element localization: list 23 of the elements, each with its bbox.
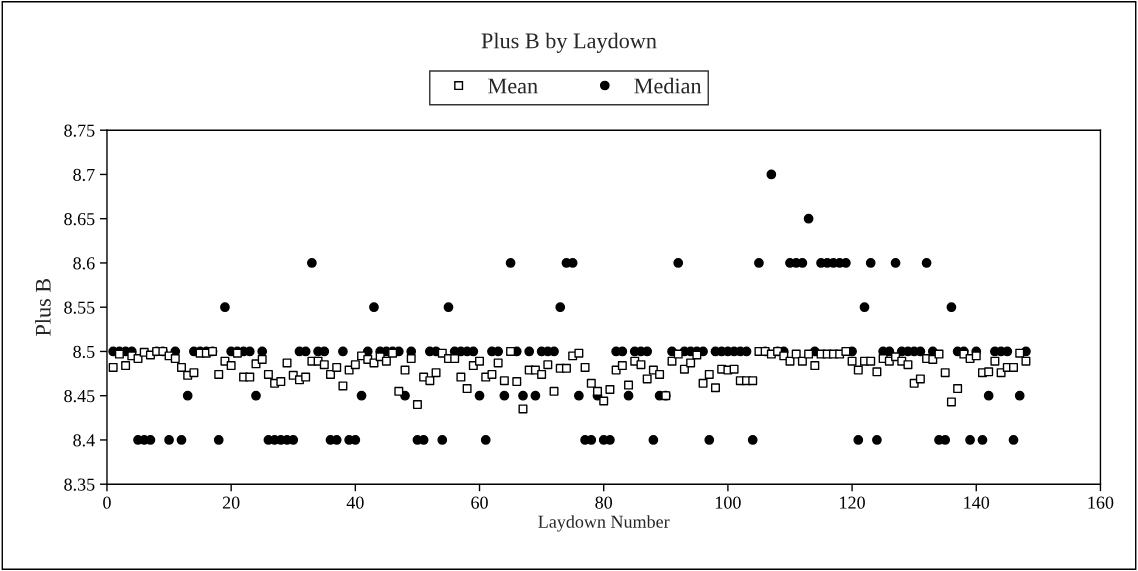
y-axis-title: Plus B (35, 278, 51, 336)
x-tick-label: 40 (346, 496, 364, 509)
x-tick-label: 0 (103, 496, 111, 509)
x-tick-label: 160 (1088, 496, 1114, 509)
x-tick-label: 140 (964, 496, 990, 509)
y-tick-label: 8.75 (64, 124, 95, 137)
x-tick-label: 100 (715, 496, 741, 509)
y-tick-label: 8.7 (73, 168, 95, 181)
x-tick-label: 120 (840, 496, 865, 509)
y-tick-label: 8.6 (73, 257, 95, 270)
legend-label: Median (634, 77, 702, 94)
x-tick-label: 80 (595, 496, 613, 509)
x-tick-label: 20 (222, 496, 240, 509)
y-tick-label: 8.5 (73, 345, 95, 358)
y-tick-label: 8.45 (64, 389, 95, 403)
y-tick-label: 8.4 (73, 434, 95, 447)
y-tick-label: 8.65 (64, 212, 95, 226)
x-axis-title: Laydown Number (538, 515, 670, 532)
x-tick-label: 60 (471, 496, 488, 509)
legend-label: Mean (488, 78, 538, 94)
y-tick-label: 8.35 (64, 478, 95, 491)
chart-title: Plus B by Laydown (481, 32, 657, 53)
y-tick-label: 8.55 (64, 301, 95, 314)
